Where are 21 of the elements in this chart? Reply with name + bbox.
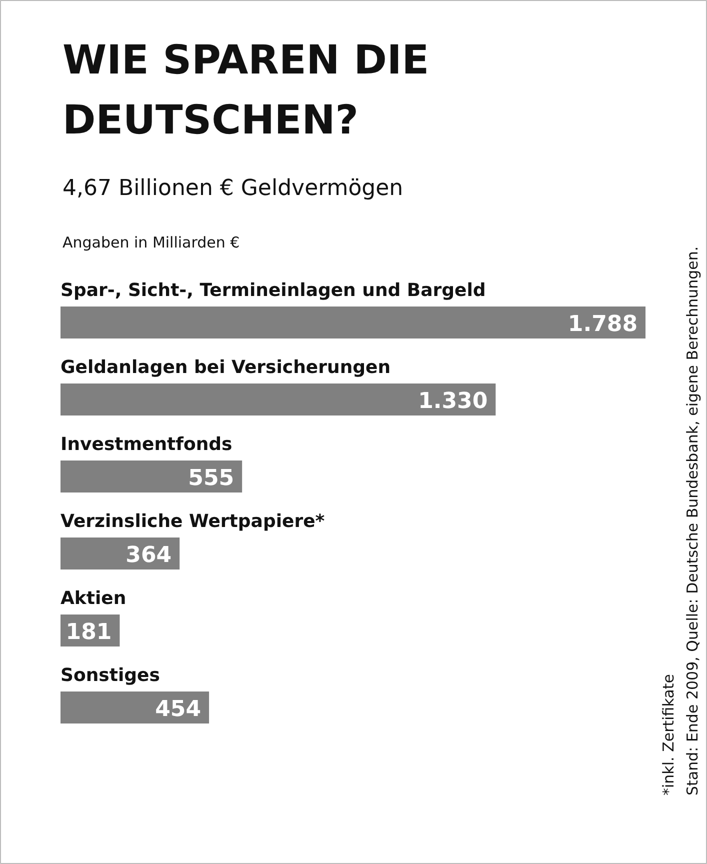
y-tick-label: Spar-, Sicht-, Termineinlagen und Bargeld [60,280,486,301]
data-label: 555 [188,466,234,491]
y-tick-label: Verzinsliche Wertpapiere* [60,511,326,532]
y-tick-label: Aktien [60,588,126,609]
chart-title: WIE SPAREN DIE DEUTSCHEN? [62,38,430,144]
bar [60,460,242,492]
data-label: 181 [66,620,112,645]
data-label: 1.330 [418,389,488,414]
chart-subtitle: 4,67 Billionen € Geldvermögen [62,176,404,201]
bar [60,384,496,416]
text: Angaben in Milliarden € [62,234,240,252]
y-tick-label: Geldanlagen bei Versicherungen [60,357,391,378]
bar [60,306,646,338]
y-tick-label: Investmentfonds [60,434,232,455]
data-label: 1.788 [568,312,638,337]
data-label: 454 [155,697,202,722]
text: *inkl. Zertifikate [660,674,678,796]
y-tick-label: Sonstiges [60,665,160,686]
bar [60,692,210,724]
data-label: 364 [126,543,172,568]
text: Stand: Ende 2009, Quelle: Deutsche Bundesbank, eigene Berechnungen. [684,246,702,796]
